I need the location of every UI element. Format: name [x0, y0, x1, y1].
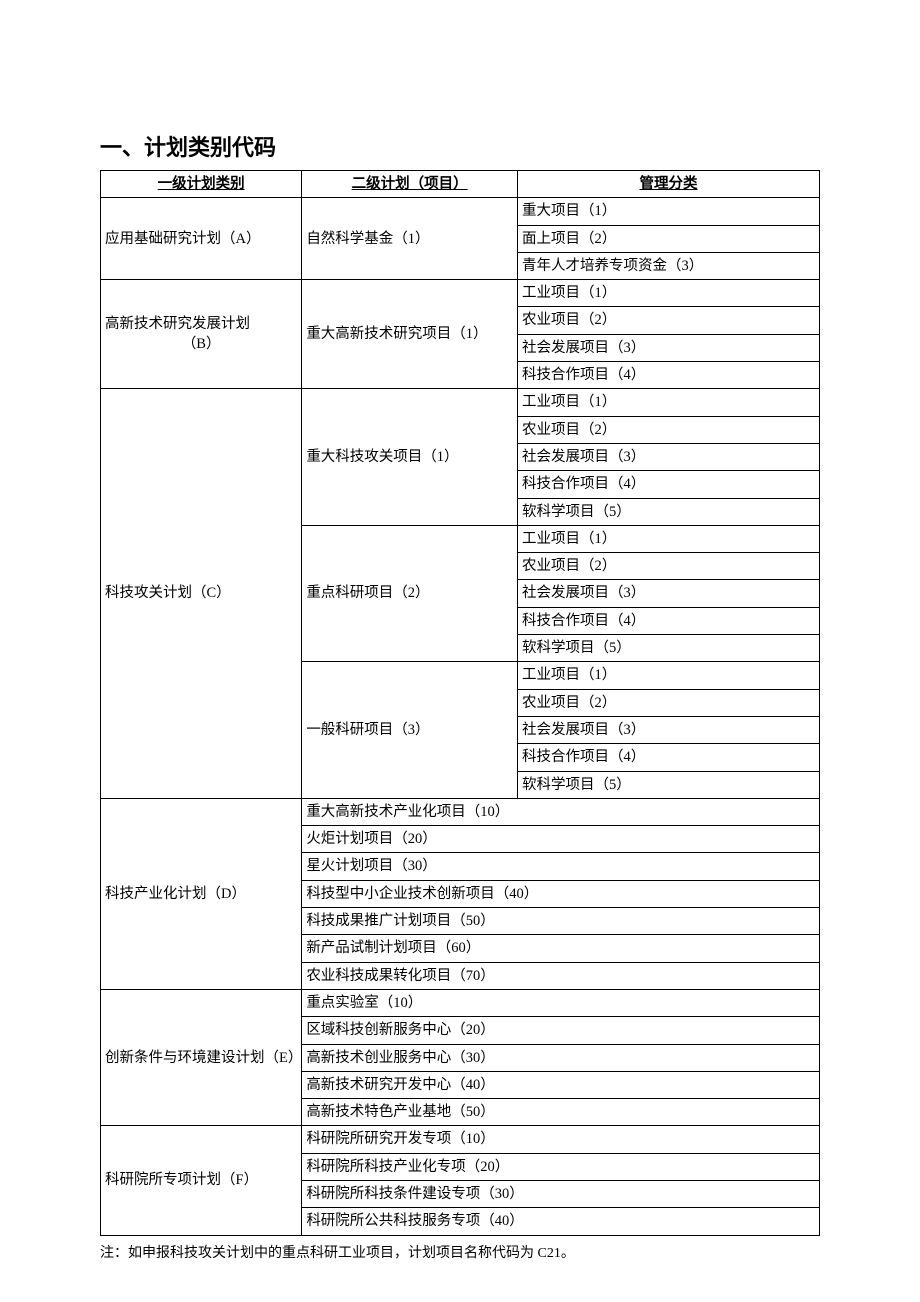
level3-cell: 重大项目（1） — [518, 198, 820, 225]
level1-text-line2: （B） — [105, 334, 297, 354]
level2-merged-cell: 重大高新技术产业化项目（10） — [302, 798, 820, 825]
level2-cell: 重点科研项目（2） — [302, 525, 518, 661]
level3-cell: 面上项目（2） — [518, 225, 820, 252]
table-row: 科研院所专项计划（F） 科研院所研究开发专项（10） — [101, 1126, 820, 1153]
level2-merged-cell: 科研院所公共科技服务专项（40） — [302, 1208, 820, 1235]
level3-cell: 科技合作项目（4） — [518, 362, 820, 389]
level3-cell: 科技合作项目（4） — [518, 744, 820, 771]
table-row: 科技攻关计划（C） 重大科技攻关项目（1） 工业项目（1） — [101, 389, 820, 416]
level2-merged-cell: 农业科技成果转化项目（70） — [302, 962, 820, 989]
level3-cell: 工业项目（1） — [518, 662, 820, 689]
level3-cell: 农业项目（2） — [518, 689, 820, 716]
table-row: 科技产业化计划（D） 重大高新技术产业化项目（10） — [101, 798, 820, 825]
table-row: 高新技术研究发展计划 （B） 重大高新技术研究项目（1） 工业项目（1） — [101, 280, 820, 307]
level3-cell: 软科学项目（5） — [518, 771, 820, 798]
level2-cell: 重大高新技术研究项目（1） — [302, 280, 518, 389]
level2-merged-cell: 高新技术特色产业基地（50） — [302, 1099, 820, 1126]
level3-cell: 科技合作项目（4） — [518, 607, 820, 634]
level2-merged-cell: 新产品试制计划项目（60） — [302, 935, 820, 962]
header-col3: 管理分类 — [518, 171, 820, 198]
level3-cell: 农业项目（2） — [518, 553, 820, 580]
level3-cell: 软科学项目（5） — [518, 498, 820, 525]
level2-cell: 重大科技攻关项目（1） — [302, 389, 518, 525]
level1-cell: 高新技术研究发展计划 （B） — [101, 280, 302, 389]
level3-cell: 工业项目（1） — [518, 280, 820, 307]
level1-cell: 应用基础研究计划（A） — [101, 198, 302, 280]
table-row: 创新条件与环境建设计划（E） 重点实验室（10） — [101, 989, 820, 1016]
table-header-row: 一级计划类别 二级计划（项目） 管理分类 — [101, 171, 820, 198]
footnote: 注：如申报科技攻关计划中的重点科研工业项目，计划项目名称代码为 C21。 — [100, 1242, 820, 1262]
level2-merged-cell: 区域科技创新服务中心（20） — [302, 1017, 820, 1044]
level2-merged-cell: 科研院所科技条件建设专项（30） — [302, 1180, 820, 1207]
level2-merged-cell: 重点实验室（10） — [302, 989, 820, 1016]
header-col2: 二级计划（项目） — [302, 171, 518, 198]
level3-cell: 工业项目（1） — [518, 389, 820, 416]
level2-merged-cell: 高新技术研究开发中心（40） — [302, 1071, 820, 1098]
level2-cell: 一般科研项目（3） — [302, 662, 518, 798]
level1-text-line1: 高新技术研究发展计划 — [105, 316, 250, 332]
level2-merged-cell: 科研院所研究开发专项（10） — [302, 1126, 820, 1153]
level3-cell: 社会发展项目（3） — [518, 334, 820, 361]
level1-cell: 科技攻关计划（C） — [101, 389, 302, 798]
level3-cell: 青年人才培养专项资金（3） — [518, 252, 820, 279]
level2-merged-cell: 星火计划项目（30） — [302, 853, 820, 880]
level1-cell: 科研院所专项计划（F） — [101, 1126, 302, 1235]
level1-cell: 科技产业化计划（D） — [101, 798, 302, 989]
level2-merged-cell: 科技成果推广计划项目（50） — [302, 908, 820, 935]
table-row: 应用基础研究计划（A） 自然科学基金（1） 重大项目（1） — [101, 198, 820, 225]
level2-merged-cell: 高新技术创业服务中心（30） — [302, 1044, 820, 1071]
level1-cell: 创新条件与环境建设计划（E） — [101, 989, 302, 1125]
level2-cell: 自然科学基金（1） — [302, 198, 518, 280]
level3-cell: 农业项目（2） — [518, 307, 820, 334]
header-col1: 一级计划类别 — [101, 171, 302, 198]
level3-cell: 社会发展项目（3） — [518, 443, 820, 470]
level3-cell: 社会发展项目（3） — [518, 716, 820, 743]
level3-cell: 社会发展项目（3） — [518, 580, 820, 607]
level3-cell: 工业项目（1） — [518, 525, 820, 552]
level2-merged-cell: 火炬计划项目（20） — [302, 826, 820, 853]
level2-merged-cell: 科研院所科技产业化专项（20） — [302, 1153, 820, 1180]
level3-cell: 科技合作项目（4） — [518, 471, 820, 498]
level2-merged-cell: 科技型中小企业技术创新项目（40） — [302, 880, 820, 907]
page-title: 一、计划类别代码 — [100, 130, 820, 162]
level3-cell: 农业项目（2） — [518, 416, 820, 443]
level3-cell: 软科学项目（5） — [518, 635, 820, 662]
category-code-table: 一级计划类别 二级计划（项目） 管理分类 应用基础研究计划（A） 自然科学基金（… — [100, 170, 820, 1236]
